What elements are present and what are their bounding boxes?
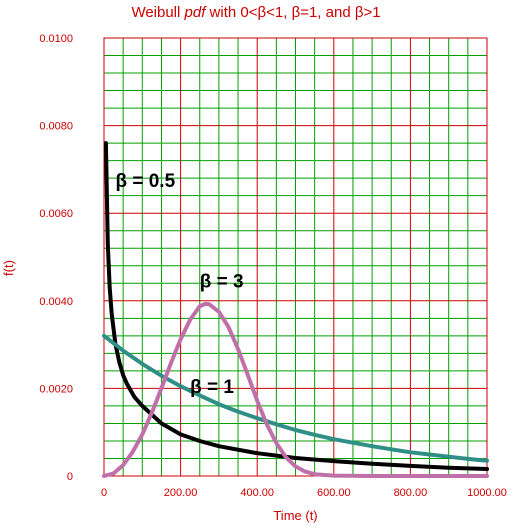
series-line-0 [103, 141, 489, 471]
x-tick-label-2: 400.00 [240, 487, 274, 499]
y-tick-label-1: 0.0020 [39, 383, 73, 395]
y-axis-label: f(t) [1, 260, 16, 276]
series-line-1 [102, 333, 489, 463]
y-tick-labels: 0 0.0020 0.0040 0.0060 0.0080 0.0100 [39, 33, 73, 483]
x-tick-labels: 0 200.00 400.00 600.00 800.00 1000.00 [101, 487, 507, 499]
y-tick-label-4: 0.0080 [39, 121, 73, 133]
x-axis-label: Time (t) [273, 508, 317, 523]
x-tick-label-1: 200.00 [164, 487, 198, 499]
major-grid [104, 38, 487, 476]
series-line-2 [102, 301, 489, 478]
curve-annotation-2: β = 1 [190, 377, 234, 398]
chart-title-suffix: with 0<β<1, β=1, and β>1 [205, 4, 380, 21]
curve-annotation-1: β = 3 [200, 272, 244, 293]
chart-title: Weibull pdf with 0<β<1, β=1, and β>1 [131, 4, 380, 21]
series-layer [102, 141, 489, 478]
y-tick-label-5: 0.0100 [39, 33, 73, 45]
y-tick-label-2: 0.0040 [39, 296, 73, 308]
x-tick-label-0: 0 [101, 487, 107, 499]
y-tick-label-3: 0.0060 [39, 208, 73, 220]
minor-grid [104, 38, 487, 476]
y-tick-label-0: 0 [67, 471, 73, 483]
chart-title-italic: pdf [184, 4, 208, 21]
curve-annotation-0: β = 0.5 [115, 171, 175, 192]
x-tick-label-3: 600.00 [317, 487, 351, 499]
x-tick-label-4: 800.00 [394, 487, 428, 499]
plot-frame [103, 37, 488, 477]
annotation-layer: β = 0.5 β = 3 β = 1 [115, 171, 243, 398]
chart-title-prefix: Weibull [131, 4, 184, 21]
x-tick-label-5: 1000.00 [467, 487, 507, 499]
